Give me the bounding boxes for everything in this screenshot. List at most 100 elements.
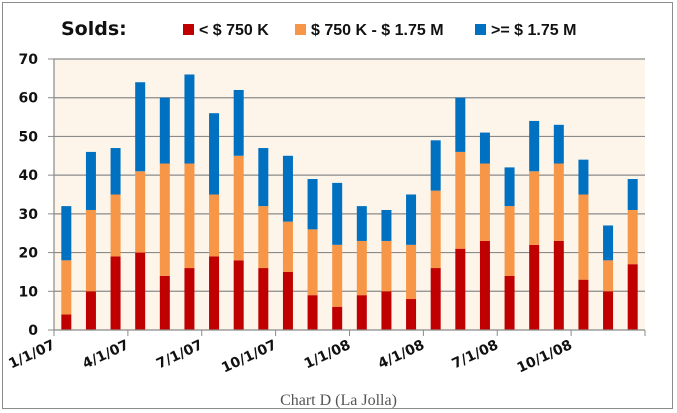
- y-tick-label: 40: [19, 168, 39, 184]
- x-tick-label: 7/1/08: [450, 337, 501, 372]
- bar-segment-750k-to-175m: [553, 163, 564, 241]
- x-tick-label: 1/1/08: [302, 337, 353, 372]
- legend-label: >= $ 1.75 M: [491, 22, 577, 39]
- bar-segment-750k-to-175m: [578, 194, 589, 280]
- x-tick-label: 4/1/07: [80, 337, 131, 372]
- x-tick-label: 10/1/07: [219, 337, 279, 376]
- legend-item-over-175m: >= $ 1.75 M: [475, 22, 576, 40]
- bar-segment-over-175m: [233, 89, 244, 156]
- bar-segment-750k-to-175m: [61, 260, 72, 315]
- chart-caption: Chart D (La Jolla): [280, 392, 397, 409]
- bar-segment-under-750k: [135, 252, 146, 330]
- bar-segment-750k-to-175m: [332, 244, 343, 307]
- bar-segment-under-750k: [159, 275, 170, 330]
- bar-segment-750k-to-175m: [159, 163, 170, 276]
- bar-segment-over-175m: [603, 225, 614, 261]
- bar-segment-over-175m: [455, 97, 466, 152]
- bar-segment-under-750k: [356, 295, 367, 330]
- bar-segment-under-750k: [529, 244, 540, 330]
- y-tick-label: 30: [19, 207, 39, 223]
- bar-segment-over-175m: [578, 159, 589, 195]
- bar-segment-over-175m: [479, 132, 490, 164]
- bar-segment-under-750k: [184, 268, 195, 330]
- bar-segment-over-175m: [356, 206, 367, 241]
- legend-label: < $ 750 K: [199, 22, 269, 39]
- legend-item-750k-to-175m: $ 750 K - $ 1.75 M: [295, 22, 444, 40]
- bar-segment-over-175m: [61, 206, 72, 261]
- bar-segment-750k-to-175m: [258, 206, 269, 269]
- bar-segment-over-175m: [332, 182, 343, 245]
- x-tick-label: 4/1/08: [376, 337, 427, 372]
- bar-segment-750k-to-175m: [110, 194, 121, 257]
- y-tick-label: 10: [19, 284, 39, 300]
- bar-segment-750k-to-175m: [85, 209, 96, 292]
- bar-segment-750k-to-175m: [356, 240, 367, 296]
- y-tick-label: 70: [19, 52, 39, 68]
- bar-segment-over-175m: [307, 179, 318, 230]
- bar-segment-over-175m: [184, 74, 195, 164]
- chart-title: Solds:: [61, 18, 127, 40]
- bars: [61, 74, 638, 330]
- bar-segment-over-175m: [504, 167, 515, 207]
- bar-segment-750k-to-175m: [406, 244, 417, 300]
- bar-segment-750k-to-175m: [430, 190, 441, 269]
- y-tick-label: 50: [19, 129, 39, 145]
- y-tick-label: 60: [19, 91, 39, 107]
- bar-segment-under-750k: [504, 275, 515, 330]
- bar-segment-750k-to-175m: [603, 260, 614, 292]
- bar-segment-under-750k: [479, 240, 490, 330]
- bar-segment-under-750k: [406, 299, 417, 330]
- bar-segment-under-750k: [603, 291, 614, 330]
- x-tick-label: 1/1/07: [6, 337, 57, 372]
- x-tick-label: 10/1/08: [515, 337, 575, 376]
- bar-segment-under-750k: [332, 306, 343, 330]
- bar-segment-over-175m: [282, 155, 293, 222]
- bar-segment-over-175m: [258, 148, 269, 207]
- axes: [53, 59, 646, 336]
- bar-segment-under-750k: [61, 314, 72, 330]
- bar-segment-under-750k: [381, 291, 392, 330]
- bar-segment-under-750k: [85, 291, 96, 330]
- bar-segment-over-175m: [406, 194, 417, 245]
- bar-segment-over-175m: [110, 148, 121, 195]
- x-tick-label: 7/1/07: [154, 337, 205, 372]
- bar-segment-over-175m: [529, 120, 540, 172]
- bar-segment-750k-to-175m: [381, 240, 392, 292]
- bar-segment-over-175m: [627, 179, 638, 210]
- bar-segment-750k-to-175m: [209, 194, 220, 257]
- bar-segment-over-175m: [209, 113, 220, 195]
- bar-segment-750k-to-175m: [529, 171, 540, 245]
- bar-segment-under-750k: [233, 260, 244, 330]
- bar-segment-750k-to-175m: [307, 229, 318, 296]
- y-axis-labels: 0 10 20 30 40 50 60 70: [19, 52, 39, 339]
- bar-segment-750k-to-175m: [282, 221, 293, 272]
- plot-area: [54, 59, 645, 330]
- y-tick-label: 0: [28, 323, 38, 339]
- bar-segment-750k-to-175m: [184, 163, 195, 269]
- bar-segment-under-750k: [258, 268, 269, 330]
- x-axis-labels: 1/1/07 4/1/07 7/1/07 10/1/07 1/1/08 4/1/08 7/1…: [6, 337, 574, 376]
- legend-swatch-orange: [295, 24, 306, 35]
- legend-swatch-red: [183, 24, 194, 35]
- bar-segment-under-750k: [209, 256, 220, 330]
- bar-segment-over-175m: [85, 151, 96, 210]
- bar-segment-under-750k: [110, 256, 121, 330]
- bar-segment-over-175m: [135, 82, 146, 172]
- bar-segment-under-750k: [282, 271, 293, 330]
- legend-label: $ 750 K - $ 1.75 M: [311, 22, 444, 39]
- bar-segment-under-750k: [455, 248, 466, 330]
- bar-segment-under-750k: [627, 264, 638, 330]
- bar-segment-under-750k: [430, 268, 441, 330]
- bar-segment-750k-to-175m: [135, 171, 146, 253]
- bar-segment-750k-to-175m: [233, 155, 244, 261]
- bar-segment-under-750k: [553, 240, 564, 330]
- legend-swatch-blue: [475, 24, 486, 35]
- bar-segment-over-175m: [381, 209, 392, 241]
- legend-item-under-750k: < $ 750 K: [183, 22, 269, 40]
- bar-segment-under-750k: [307, 295, 318, 330]
- bar-segment-750k-to-175m: [627, 209, 638, 265]
- y-tick-label: 20: [19, 246, 39, 262]
- bar-segment-under-750k: [578, 279, 589, 330]
- bar-segment-over-175m: [159, 97, 170, 164]
